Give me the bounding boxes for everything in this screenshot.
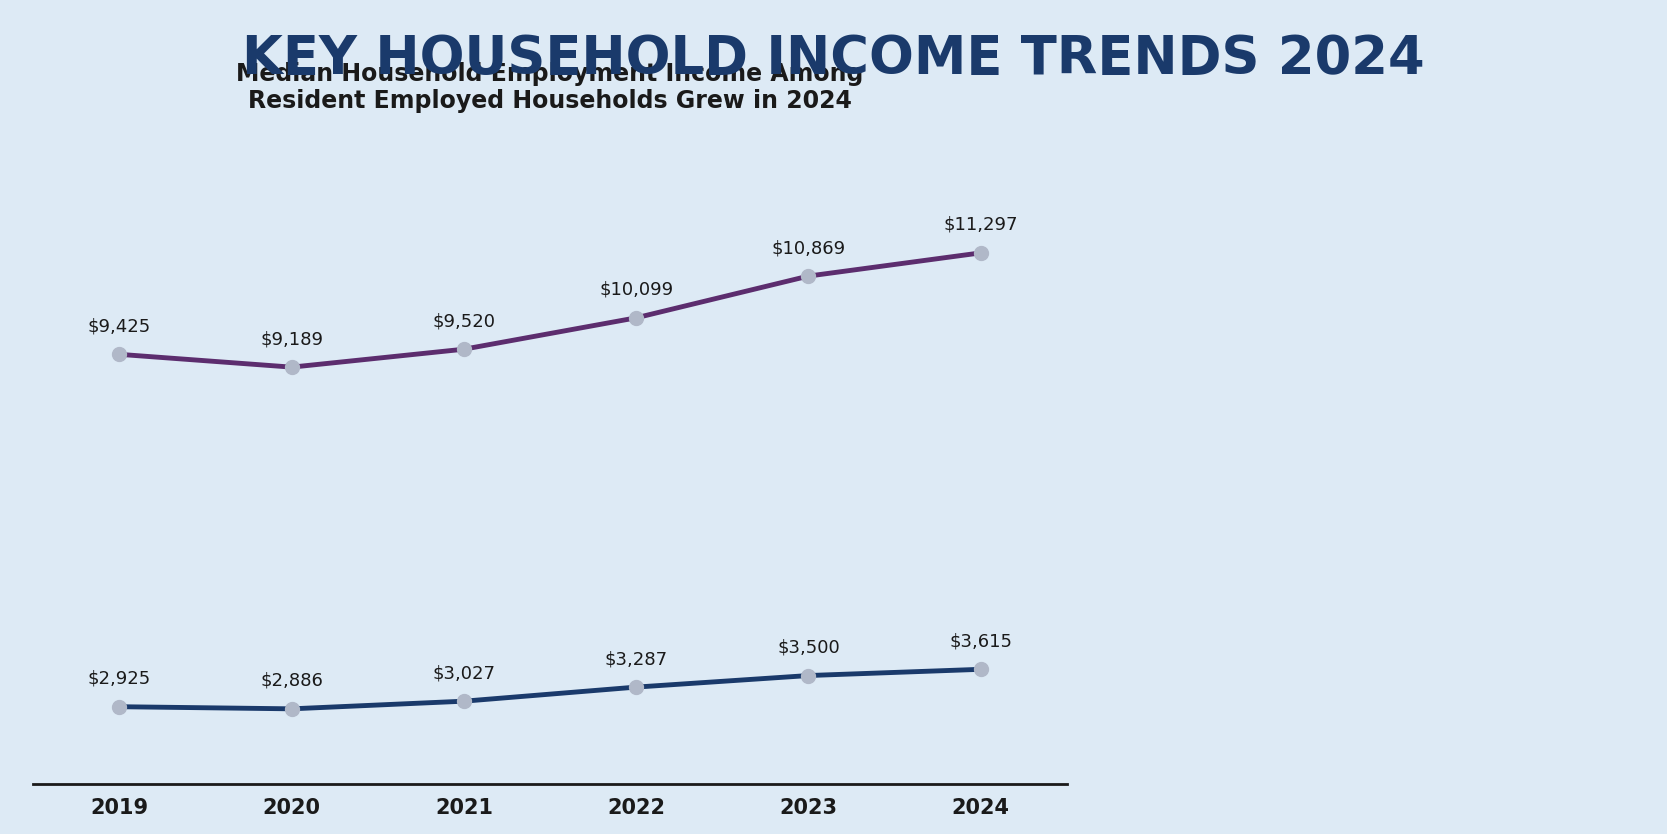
Text: $9,520: $9,520 <box>432 312 495 330</box>
Text: KEY HOUSEHOLD INCOME TRENDS 2024: KEY HOUSEHOLD INCOME TRENDS 2024 <box>242 33 1425 85</box>
Text: $10,099: $10,099 <box>598 281 673 299</box>
Text: $3,500: $3,500 <box>777 639 840 656</box>
Text: $9,425: $9,425 <box>88 318 152 335</box>
Title: Median Household Employment Income Among
Resident Employed Households Grew in 20: Median Household Employment Income Among… <box>237 62 864 113</box>
Text: $2,886: $2,886 <box>260 672 323 690</box>
Text: $10,869: $10,869 <box>772 239 845 257</box>
Text: $11,297: $11,297 <box>944 216 1019 234</box>
Text: $3,027: $3,027 <box>432 664 495 682</box>
Text: $2,925: $2,925 <box>88 670 152 688</box>
Text: $3,287: $3,287 <box>605 651 668 668</box>
Text: $9,189: $9,189 <box>260 330 323 348</box>
Text: $3,615: $3,615 <box>949 632 1012 651</box>
